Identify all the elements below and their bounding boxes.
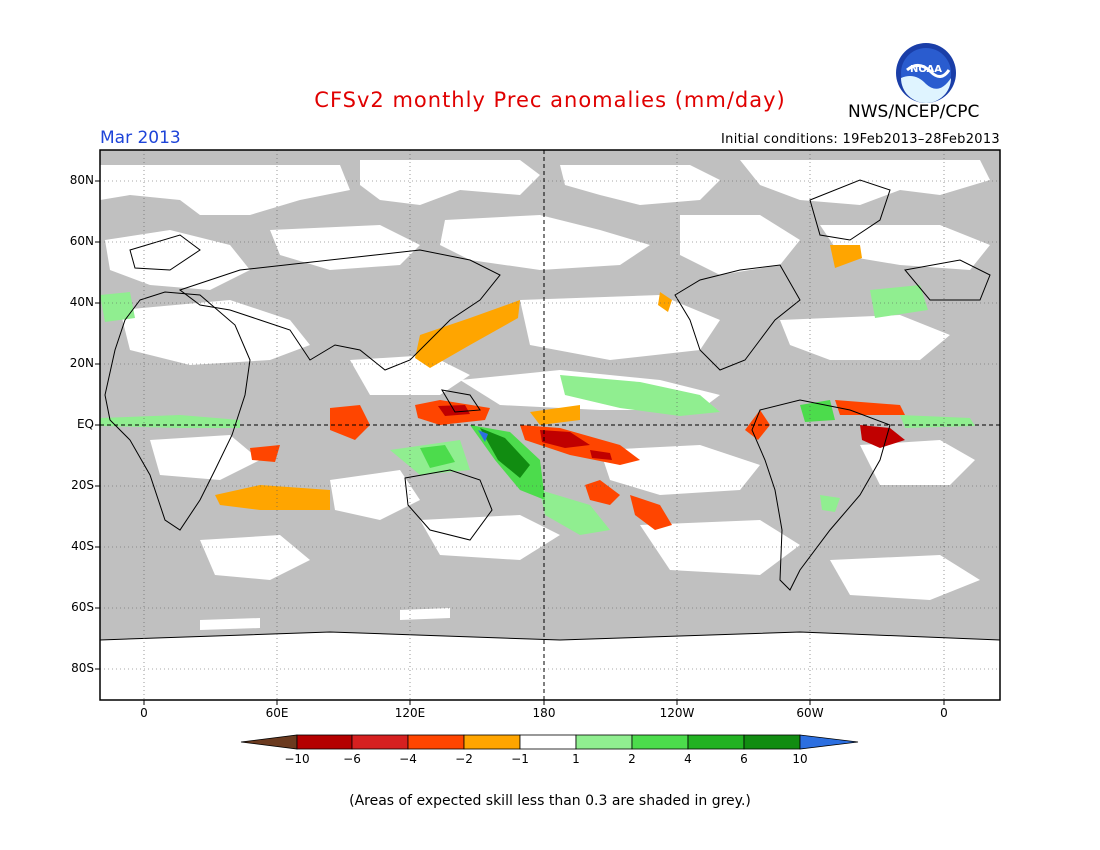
- lat-label-20n: 20N: [69, 356, 94, 370]
- lat-label-40n: 40N: [69, 295, 94, 309]
- lon-label-120e: 120E: [394, 706, 426, 720]
- forecast-month: Mar 2013: [100, 128, 181, 148]
- colorbar-cell: [687, 734, 745, 750]
- colorbar-label: −10: [284, 752, 310, 766]
- anomaly-dry-orange: [215, 245, 862, 510]
- colorbar-cell: [296, 734, 353, 750]
- lon-label-60w: 60W: [796, 706, 824, 720]
- colorbar-label: 10: [792, 752, 808, 766]
- colorbar-cell: [407, 734, 465, 750]
- colorbar-cell-min: [240, 734, 298, 750]
- colorbar-label: 2: [628, 752, 636, 766]
- colorbar-label: 1: [572, 752, 580, 766]
- colorbar-label: 6: [740, 752, 748, 766]
- colorbar-cell: [463, 734, 521, 750]
- lon-label-0: 0: [140, 706, 148, 720]
- skill-footnote: (Areas of expected skill less than 0.3 a…: [349, 793, 751, 809]
- colorbar-label: −1: [511, 752, 529, 766]
- colorbar-cell: [631, 734, 689, 750]
- noaa-logo-text: NOAA: [910, 64, 942, 75]
- agency-label: NWS/NCEP/CPC: [848, 102, 980, 122]
- lat-label-60s: 60S: [71, 600, 94, 614]
- lon-label-180: 180: [532, 706, 556, 720]
- anomaly-dry-darkred: [438, 405, 905, 460]
- initial-conditions: Initial conditions: 19Feb2013–28Feb2013: [721, 132, 1000, 147]
- anomaly-wet-darkgreen: [480, 428, 530, 478]
- lon-label-60e: 60E: [265, 706, 289, 720]
- anomaly-wet-blue: [478, 430, 488, 442]
- colorbar-label: −4: [399, 752, 417, 766]
- chart-title: CFSv2 monthly Prec anomalies (mm/day): [314, 88, 786, 112]
- noaa-logo-icon: NOAA: [896, 43, 956, 103]
- lat-label-20s: 20S: [71, 478, 94, 492]
- colorbar-cell-max: [799, 734, 859, 750]
- colorbar-cell: [519, 734, 577, 750]
- colorbar-label: 4: [684, 752, 692, 766]
- lat-label-60n: 60N: [69, 234, 94, 248]
- lat-label-eq: EQ: [76, 417, 94, 431]
- lon-label-0-east: 0: [940, 706, 948, 720]
- tick-marks: [95, 180, 945, 705]
- colorbar-cell: [575, 734, 633, 750]
- colorbar-label: −2: [455, 752, 473, 766]
- colorbar-label: −6: [343, 752, 361, 766]
- lat-label-80s: 80S: [71, 661, 94, 675]
- lon-label-120w: 120W: [659, 706, 695, 720]
- coastlines: [100, 179, 1000, 641]
- colorbar-cell: [743, 734, 801, 750]
- colorbar-cell: [351, 734, 409, 750]
- lat-label-40s: 40S: [71, 539, 94, 553]
- lat-label-80n: 80N: [69, 173, 94, 187]
- colorbar: [240, 734, 859, 750]
